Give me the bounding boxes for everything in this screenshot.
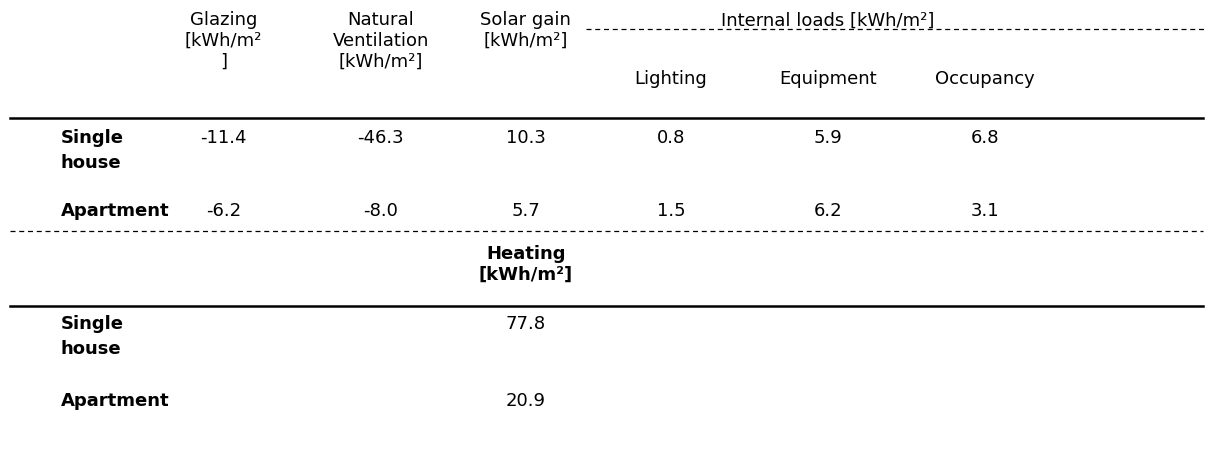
Text: Glazing
[kWh/m²
]: Glazing [kWh/m² ] bbox=[185, 11, 262, 71]
Text: 6.8: 6.8 bbox=[971, 129, 1000, 147]
Text: Heating
[kWh/m²]: Heating [kWh/m²] bbox=[479, 245, 573, 284]
Text: house: house bbox=[60, 154, 121, 172]
Text: -46.3: -46.3 bbox=[358, 129, 404, 147]
Text: Single: Single bbox=[60, 129, 123, 147]
Text: Occupancy: Occupancy bbox=[936, 70, 1035, 88]
Text: -6.2: -6.2 bbox=[206, 202, 242, 220]
Text: Equipment: Equipment bbox=[780, 70, 877, 88]
Text: 5.7: 5.7 bbox=[511, 202, 540, 220]
Text: Apartment: Apartment bbox=[60, 392, 169, 410]
Text: 77.8: 77.8 bbox=[505, 315, 546, 333]
Text: Natural
Ventilation
[kWh/m²]: Natural Ventilation [kWh/m²] bbox=[332, 11, 429, 71]
Text: -8.0: -8.0 bbox=[364, 202, 398, 220]
Text: Internal loads [kWh/m²]: Internal loads [kWh/m²] bbox=[722, 11, 935, 29]
Text: 6.2: 6.2 bbox=[814, 202, 843, 220]
Text: 20.9: 20.9 bbox=[505, 392, 546, 410]
Text: -11.4: -11.4 bbox=[201, 129, 247, 147]
Text: house: house bbox=[60, 340, 121, 358]
Text: 0.8: 0.8 bbox=[656, 129, 686, 147]
Text: 10.3: 10.3 bbox=[507, 129, 545, 147]
Text: 3.1: 3.1 bbox=[971, 202, 1000, 220]
Text: Apartment: Apartment bbox=[60, 202, 169, 220]
Text: Single: Single bbox=[60, 315, 123, 333]
Text: Lighting: Lighting bbox=[635, 70, 707, 88]
Text: 1.5: 1.5 bbox=[656, 202, 686, 220]
Text: 5.9: 5.9 bbox=[814, 129, 843, 147]
Text: Solar gain
[kWh/m²]: Solar gain [kWh/m²] bbox=[480, 11, 572, 50]
